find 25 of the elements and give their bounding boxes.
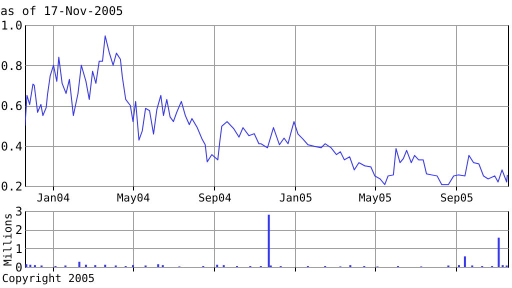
y-tick-label: 0.8: [0, 58, 22, 73]
y-tick-label: 1.0: [0, 18, 22, 32]
y-tick-label: 3: [15, 204, 22, 218]
y-tick-label: 0.4: [0, 139, 22, 154]
y-tick-label: 0.2: [0, 180, 22, 194]
text: Copyright 2005: [1, 272, 96, 285]
y-tick-label: 0.6: [0, 99, 22, 113]
bar: [78, 262, 80, 267]
chart-title: as of 17-Nov-2005: [0, 4, 124, 18]
line-series: [25, 35, 508, 186]
x-tick-label: Jan04: [36, 192, 70, 204]
bar: [498, 238, 500, 267]
bar: [464, 256, 466, 267]
x-tick-label: Jan05: [279, 192, 312, 204]
y-tick-label: 2: [15, 223, 22, 238]
x-tick-label: Sep04: [198, 192, 232, 204]
bar: [268, 214, 270, 267]
y-axis-title: Millions: [1, 213, 14, 266]
bar: [25, 264, 28, 267]
bar: [157, 264, 160, 267]
y-tick-label: 1: [15, 242, 22, 256]
x-tick-label: May05: [358, 192, 392, 204]
y-tick-label: 0: [15, 260, 22, 274]
x-tick-label: May04: [116, 192, 150, 204]
x-tick-label: Sep05: [440, 192, 474, 204]
